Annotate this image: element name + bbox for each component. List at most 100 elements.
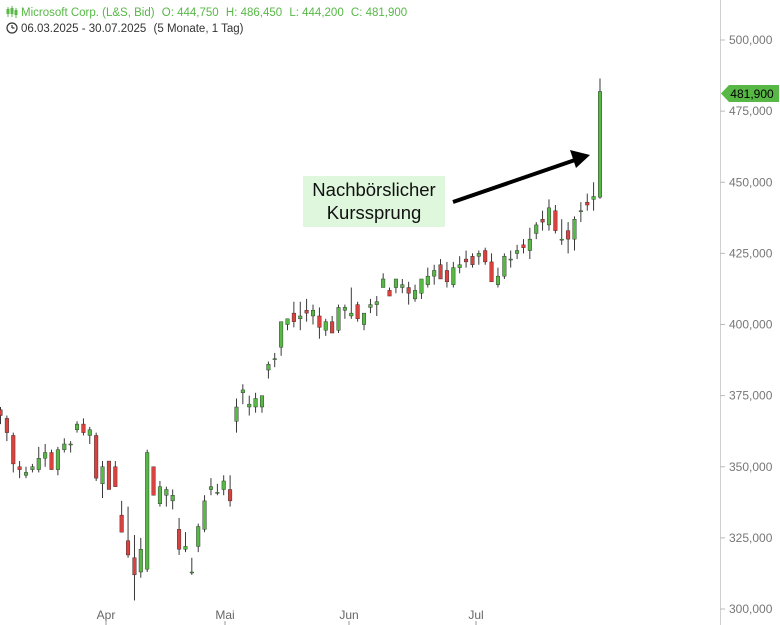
candle [247, 395, 252, 416]
candle-body [94, 435, 99, 479]
candle [4, 415, 9, 442]
y-tick-label: 400,000 [729, 318, 773, 332]
candle [100, 461, 105, 499]
candle [336, 304, 341, 334]
candle [138, 537, 143, 578]
candle [317, 307, 322, 339]
candle [349, 287, 354, 319]
candle [24, 466, 29, 479]
quote-summary: Microsoft Corp. (L&S, Bid) O: 444,750 H:… [6, 6, 411, 19]
candle [196, 523, 201, 553]
candle [151, 466, 156, 496]
candle-body [177, 529, 182, 550]
candlestick-icon [6, 6, 18, 18]
candle-body [170, 495, 175, 502]
candle-body [438, 264, 443, 280]
candle-body [272, 358, 277, 360]
candle-body [189, 571, 194, 574]
candle-body [196, 526, 201, 547]
candle [495, 267, 500, 288]
candle-body [36, 458, 41, 470]
candle-body [444, 270, 449, 283]
candle-body [368, 304, 373, 308]
candle [342, 304, 347, 319]
candle [323, 318, 328, 336]
candle [11, 432, 16, 473]
close-value: C: 481,900 [350, 7, 408, 19]
candle-body [291, 312, 296, 322]
candle-body [151, 466, 156, 496]
y-tick-label: 325,000 [729, 531, 773, 545]
period-info: 06.03.2025 - 30.07.2025 (5 Monate, 1 Tag… [6, 22, 247, 35]
x-tick-label-jun: Jun [339, 608, 358, 622]
candle-body [55, 449, 60, 470]
candle-body [279, 321, 284, 348]
candle-body [342, 307, 347, 311]
candle-body [330, 321, 335, 334]
candle-body [234, 406, 239, 422]
candle [208, 478, 213, 496]
candle [17, 461, 22, 479]
candle [177, 517, 182, 555]
candle [285, 318, 290, 331]
candle [157, 480, 162, 507]
candle [451, 261, 456, 288]
candle [553, 205, 558, 234]
candle-body [285, 318, 290, 325]
candle-body [534, 224, 539, 234]
candle [578, 202, 583, 223]
candle-body [546, 207, 551, 226]
y-tick-label: 300,000 [729, 602, 773, 616]
candle [355, 301, 360, 322]
candle-body [228, 489, 233, 502]
candle [515, 244, 520, 260]
candle [540, 210, 545, 231]
candle [476, 250, 481, 265]
candle [253, 392, 258, 413]
candle-body [183, 546, 188, 550]
last-price-tag: 481,900 [721, 85, 779, 102]
candle [546, 199, 551, 231]
clock-icon [6, 22, 18, 34]
candle-body [413, 290, 418, 300]
candle-body [527, 238, 532, 251]
candle-body [515, 250, 520, 254]
candle-body [68, 443, 73, 446]
candle-body [253, 398, 258, 408]
candle [572, 216, 577, 251]
candle-body [502, 256, 507, 277]
candle [94, 432, 99, 481]
candle [240, 384, 245, 405]
y-tick-label: 350,000 [729, 460, 773, 474]
candle-body [4, 418, 9, 433]
candle-body [259, 395, 264, 408]
candle-body [49, 452, 54, 470]
candle [534, 222, 539, 240]
candle-body [132, 557, 137, 576]
candle [393, 278, 398, 294]
candle [381, 273, 386, 288]
candle-body [138, 549, 143, 573]
candle-body [266, 364, 271, 371]
candle [164, 486, 169, 507]
candle [62, 438, 67, 453]
candle [202, 495, 207, 533]
candle [113, 461, 118, 487]
candle-body [540, 219, 545, 223]
candle [432, 264, 437, 285]
candle-body [119, 514, 124, 533]
candle-body [157, 486, 162, 504]
annotation-arrow [452, 150, 590, 204]
candle-body [457, 264, 462, 268]
candle-body [362, 312, 367, 325]
candle [36, 446, 41, 473]
candle [330, 315, 335, 334]
y-tick-label: 375,000 [729, 389, 773, 403]
candle-body [355, 304, 360, 320]
candle [362, 312, 367, 331]
candle-body [113, 466, 118, 487]
y-tick-label: 450,000 [729, 175, 773, 189]
candle [400, 278, 405, 294]
candle-body [30, 466, 35, 470]
